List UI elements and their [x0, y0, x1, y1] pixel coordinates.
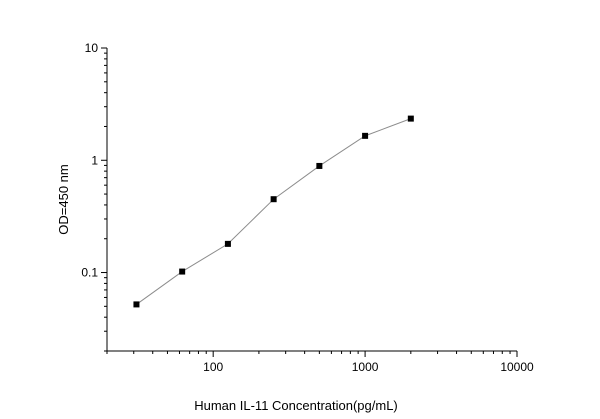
- data-point: [270, 196, 277, 203]
- data-point: [362, 132, 369, 139]
- x-axis-title: Human IL-11 Concentration(pg/mL): [194, 398, 398, 413]
- axes: [106, 48, 517, 352]
- y-tick-label: 10: [85, 41, 99, 55]
- y-axis-title: OD=450 nm: [56, 164, 71, 234]
- series: [133, 115, 414, 308]
- data-point: [133, 301, 140, 308]
- data-point: [316, 162, 323, 169]
- x-tick-label: 100: [203, 360, 223, 374]
- data-point: [179, 268, 186, 275]
- y-tick-label: 1: [91, 153, 98, 167]
- data-point: [224, 240, 231, 247]
- ticks: 0.1 1 10 100 1000 10000: [81, 41, 534, 374]
- data-point: [407, 115, 414, 122]
- series-line: [136, 118, 411, 305]
- x-tick-label: 1000: [352, 360, 379, 374]
- y-tick-label: 0.1: [81, 266, 98, 280]
- x-tick-label: 10000: [500, 360, 534, 374]
